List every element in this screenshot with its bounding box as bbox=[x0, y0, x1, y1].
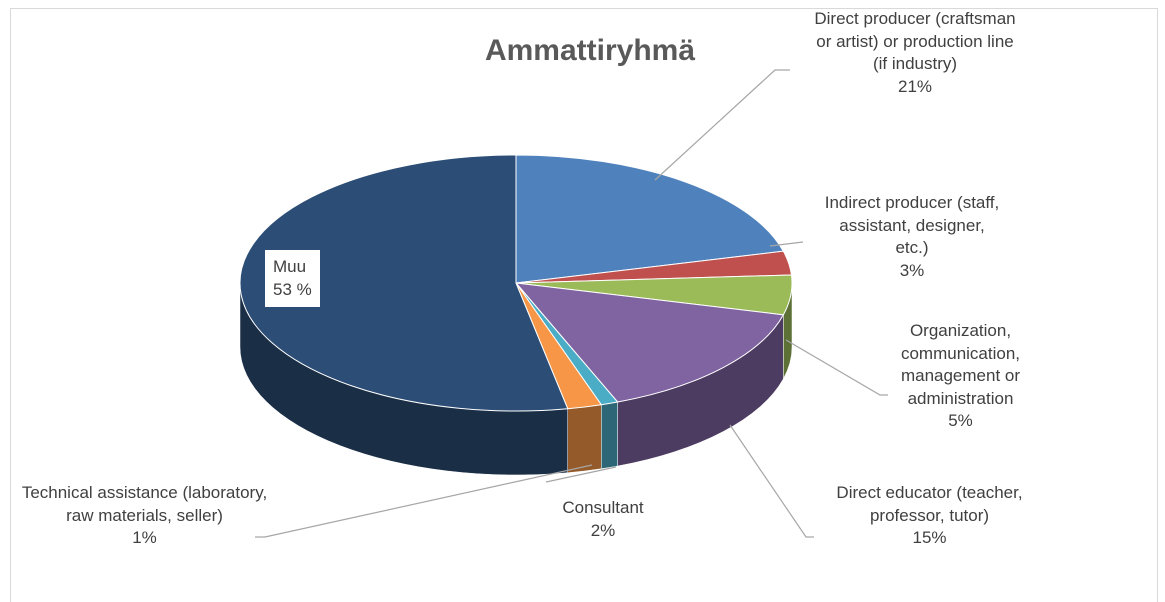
leader-line bbox=[654, 69, 790, 181]
data-label: Direct producer (craftsman or artist) or… bbox=[810, 8, 1020, 98]
data-label: Muu 53 % bbox=[265, 250, 320, 307]
category-label: Indirect producer (staff, assistant, des… bbox=[824, 193, 1000, 257]
value-label: 15% bbox=[912, 528, 947, 547]
slice-side bbox=[567, 404, 602, 474]
category-label: Consultant bbox=[562, 498, 644, 517]
value-label: 53 % bbox=[273, 279, 312, 299]
category-label: Direct producer (craftsman or artist) or… bbox=[814, 9, 1016, 73]
slice-side bbox=[601, 401, 618, 470]
value-label: 5% bbox=[948, 411, 973, 430]
chart-border bbox=[10, 8, 1158, 602]
slice bbox=[239, 154, 569, 412]
data-label: Technical assistance (laboratory, raw ma… bbox=[12, 482, 277, 550]
data-label: Consultant 2% bbox=[540, 497, 666, 542]
category-label: Technical assistance (laboratory, raw ma… bbox=[21, 483, 268, 525]
data-label: Indirect producer (staff, assistant, des… bbox=[822, 192, 1002, 282]
leader-line bbox=[729, 424, 814, 538]
slice bbox=[514, 282, 785, 403]
value-label: 3% bbox=[899, 260, 925, 280]
data-label: Organization, communication, management … bbox=[868, 320, 1053, 433]
slice bbox=[515, 154, 785, 284]
category-label: Muu bbox=[273, 257, 307, 276]
leader-line bbox=[769, 241, 804, 247]
category-label: Organization, communication, management … bbox=[900, 321, 1021, 408]
leader-lines bbox=[255, 69, 888, 538]
chart-title: Ammattiryhmä bbox=[484, 34, 696, 67]
category-label: Direct educator (teacher, professor, tut… bbox=[836, 483, 1023, 525]
leader-line bbox=[785, 339, 888, 396]
value-label: 1% bbox=[132, 528, 157, 547]
leader-line bbox=[255, 464, 593, 538]
leader-line bbox=[545, 466, 617, 483]
data-label: Direct educator (teacher, professor, tut… bbox=[822, 482, 1037, 550]
value-label: 21% bbox=[897, 76, 933, 96]
value-label: 2% bbox=[590, 520, 616, 540]
